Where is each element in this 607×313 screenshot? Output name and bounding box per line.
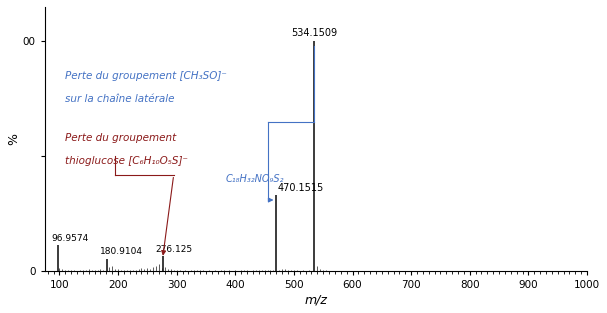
Text: C₁₈H₃₂NO₉S₂: C₁₈H₃₂NO₉S₂: [225, 174, 284, 184]
Text: 534.1509: 534.1509: [291, 28, 337, 38]
Y-axis label: %: %: [7, 133, 20, 145]
Text: thioglucose [C₆H₁₀O₅S]⁻: thioglucose [C₆H₁₀O₅S]⁻: [66, 156, 188, 166]
Text: 96.9574: 96.9574: [52, 233, 89, 243]
X-axis label: m/z: m/z: [305, 293, 327, 306]
Text: 180.9104: 180.9104: [100, 247, 143, 256]
Text: Perte du groupement: Perte du groupement: [66, 133, 177, 143]
Text: Perte du groupement [CH₃SO]⁻: Perte du groupement [CH₃SO]⁻: [66, 71, 227, 81]
Text: sur la chaîne latérale: sur la chaîne latérale: [66, 94, 175, 104]
Text: 276.125: 276.125: [155, 245, 192, 254]
Text: 470.1515: 470.1515: [277, 183, 324, 193]
